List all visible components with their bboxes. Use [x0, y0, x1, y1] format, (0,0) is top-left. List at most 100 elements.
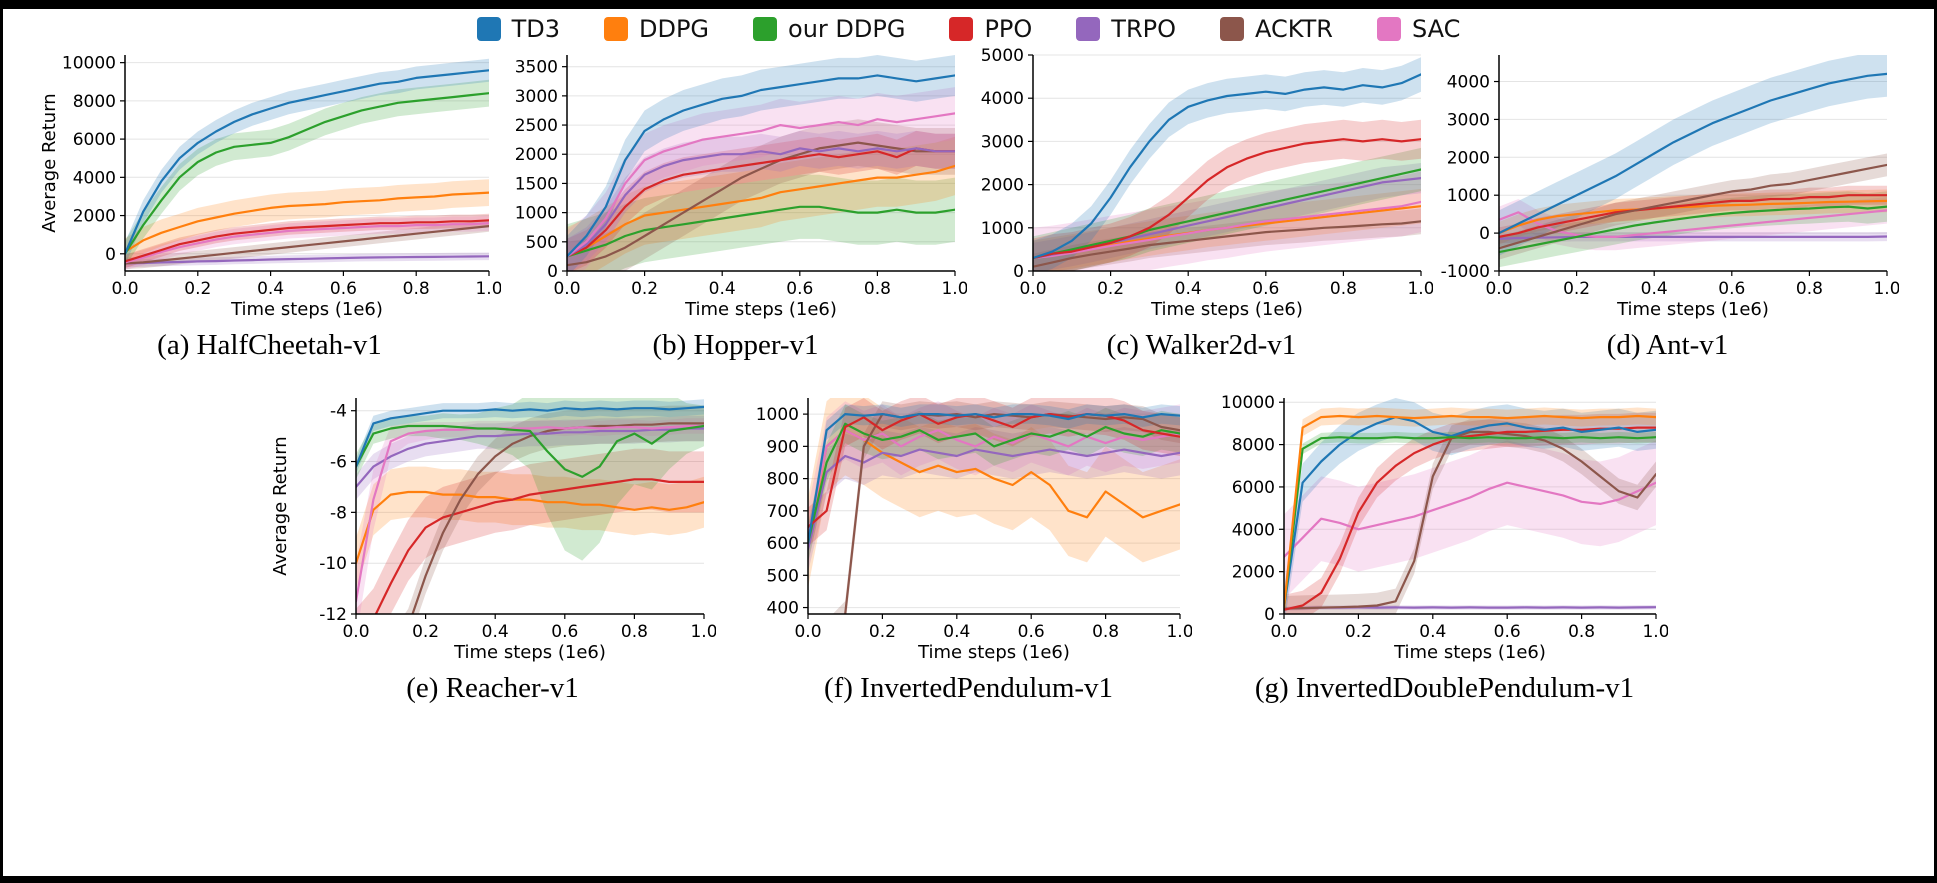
- series-line-acktr: [1498, 163, 1887, 250]
- x-tick-label: 0.8: [1568, 622, 1595, 642]
- band-ddpg: [124, 179, 489, 266]
- series-line-td3: [124, 69, 489, 255]
- x-tick-label: 0.0: [1270, 622, 1297, 642]
- series-line-ppo: [566, 147, 955, 258]
- band-sac: [566, 87, 955, 271]
- x-tick-label: 1.0: [690, 622, 716, 642]
- y-axis-label: Average Return: [39, 93, 60, 232]
- legend-label-sac: SAC: [1411, 15, 1461, 43]
- band-td3: [1283, 398, 1656, 614]
- x-tick-label: 0.2: [868, 622, 895, 642]
- series-line-ppo: [1498, 194, 1887, 238]
- band-trpo: [355, 415, 704, 500]
- y-tick-label: 6000: [72, 130, 115, 150]
- series-line-acktr: [1032, 220, 1421, 268]
- legend-label-trpo: TRPO: [1111, 15, 1176, 43]
- legend-swatch-trpo: [1076, 17, 1101, 41]
- chart-walker2d: 0.0 0.2 0.4 0.6 0.8 1.0 0 1000 2000 3000 4000 5000 T…: [971, 45, 1433, 362]
- x-tick-label: 0.4: [1174, 279, 1201, 299]
- legend-swatch-ddpg: [604, 17, 628, 41]
- series-line-ddpg: [355, 490, 704, 565]
- band-our-ddpg: [807, 404, 1180, 563]
- plot-area-ant: [1498, 55, 1887, 268]
- y-tick-label: 1000: [980, 219, 1023, 239]
- x-axis-label: Time steps (1e6): [230, 299, 383, 319]
- chart-canvas-walker2d: 0.0 0.2 0.4 0.6 0.8 1.0 0 1000 2000 3000 4000 5000 T…: [980, 46, 1433, 319]
- series-line-sac: [1283, 481, 1656, 558]
- x-tick-label: 0.2: [1097, 279, 1124, 299]
- x-tick-label: 1.0: [1873, 279, 1899, 299]
- x-tick-label: 0.2: [184, 279, 211, 299]
- chart-canvas-halfcheetah: 0.0 0.2 0.4 0.6 0.8 1.0 0 2000 4000 6000 8000 10000…: [39, 54, 501, 319]
- band-td3: [566, 55, 955, 271]
- legend-item-ppo: PPO: [949, 15, 1032, 43]
- band-sac: [807, 401, 1180, 566]
- series-line-trpo: [355, 427, 704, 488]
- x-tick-label: 0.8: [1795, 279, 1822, 299]
- y-tick-label: 1000: [514, 204, 557, 224]
- series-line-acktr: [124, 225, 489, 265]
- plot-area-halfcheetah: [124, 58, 489, 270]
- series-line-our-ddpg: [1498, 205, 1887, 254]
- chart-caption-halfcheetah: (a) HalfCheetah-v1: [157, 329, 382, 361]
- y-tick-label: 3000: [1446, 110, 1489, 130]
- x-tick-label: 1.0: [1407, 279, 1433, 299]
- chart-reacher: 0.0 0.2 0.4 0.6 0.8 1.0 -12 -10 -8 -6 -4 Time steps…: [270, 388, 716, 705]
- y-tick-label: 5000: [980, 46, 1023, 66]
- y-tick-label: 3000: [980, 132, 1023, 152]
- legend-label-acktr: ACKTR: [1255, 15, 1333, 43]
- chart-invertedpendulum: 0.0 0.2 0.4 0.6 0.8 1.0 400 500 600 700 800 900 1000…: [746, 388, 1192, 705]
- series-line-our-ddpg: [1283, 436, 1656, 609]
- chart-hopper: 0.0 0.2 0.4 0.6 0.8 1.0 0 500 1000 1500 2000 2500 30…: [505, 45, 967, 362]
- plot-area-inverteddoublependulum: [1283, 398, 1656, 614]
- band-our-ddpg: [566, 174, 955, 271]
- chart-inverteddoublependulum: 0.0 0.2 0.4 0.6 0.8 1.0 0 2000 4000 6000 8000 10000…: [1222, 388, 1668, 705]
- chart-canvas-hopper: 0.0 0.2 0.4 0.6 0.8 1.0 0 500 1000 1500 2000 2500 30…: [514, 55, 967, 319]
- band-acktr: [404, 405, 704, 614]
- x-tick-label: 0.6: [1718, 279, 1745, 299]
- legend-item-acktr: ACKTR: [1220, 15, 1333, 43]
- series-line-ppo: [1283, 426, 1656, 611]
- legend-swatch-ppo: [949, 17, 974, 41]
- x-tick-label: 0.8: [1092, 622, 1119, 642]
- series-line-ddpg: [1283, 414, 1656, 609]
- legend-item-our-ddpg: our DDPG: [753, 15, 905, 43]
- band-our-ddpg: [1032, 147, 1421, 271]
- series-line-ddpg: [566, 164, 955, 258]
- series-line-td3: [1032, 73, 1421, 260]
- band-acktr: [566, 119, 955, 271]
- plot-area-reacher: [355, 398, 704, 614]
- x-tick-label: 0.2: [631, 279, 658, 299]
- x-tick-label: 1.0: [475, 279, 501, 299]
- legend-label-ddpg: DDPG: [639, 15, 710, 43]
- y-tick-label: -6: [330, 453, 347, 473]
- legend-label-our-ddpg: our DDPG: [788, 15, 906, 43]
- charts-row-top: 0.0 0.2 0.4 0.6 0.8 1.0 0 2000 4000 6000 8000 10000…: [3, 45, 1934, 362]
- chart-canvas-invertedpendulum: 0.0 0.2 0.4 0.6 0.8 1.0 400 500 600 700 800 900 1000…: [755, 398, 1192, 662]
- y-tick-label: 0: [105, 245, 116, 265]
- series-line-sac: [355, 424, 704, 603]
- chart-caption-walker2d: (c) Walker2d-v1: [1106, 329, 1297, 361]
- chart-canvas-inverteddoublependulum: 0.0 0.2 0.4 0.6 0.8 1.0 0 2000 4000 6000 8000 10000…: [1222, 393, 1668, 662]
- legend-item-td3: TD3: [476, 15, 560, 43]
- y-tick-label: -10: [319, 554, 347, 574]
- x-tick-label: 0.8: [863, 279, 890, 299]
- x-tick-label: 0.6: [329, 279, 356, 299]
- x-tick-label: 0.8: [620, 622, 647, 642]
- series-line-sac: [1498, 209, 1887, 238]
- chart-caption-hopper: (b) Hopper-v1: [652, 329, 819, 361]
- band-sac: [1283, 440, 1656, 600]
- legend: TD3 DDPG our DDPG PPO TRPO ACKTR SAC: [3, 15, 1934, 43]
- x-axis-label: Time steps (1e6): [1616, 299, 1769, 319]
- x-tick-label: 0.0: [342, 622, 369, 642]
- y-tick-label: 4000: [1446, 73, 1489, 93]
- y-tick-label: 700: [766, 502, 798, 522]
- y-tick-label: 2000: [980, 176, 1023, 196]
- x-tick-label: 0.8: [1329, 279, 1356, 299]
- chart-caption-ant: (d) Ant-v1: [1606, 329, 1729, 361]
- y-tick-label: 2000: [1231, 563, 1274, 583]
- x-tick-label: 0.4: [1419, 622, 1446, 642]
- band-td3: [1498, 55, 1887, 256]
- band-ppo: [1032, 119, 1421, 271]
- y-axis-label: Average Return: [270, 436, 291, 575]
